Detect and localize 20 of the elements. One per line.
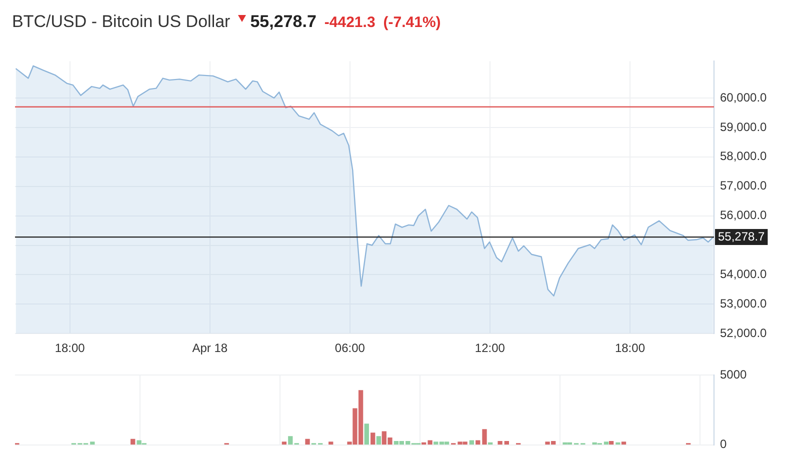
text: -4421.3 [324, 14, 376, 30]
y-tick-label: 52,000.0 [720, 326, 768, 340]
y-tick-label: 53,000.0 [720, 296, 768, 310]
text: (-7.41%) [383, 14, 441, 30]
x-tick-label: 12:00 [474, 341, 506, 356]
x-tick-label: 18:00 [614, 341, 646, 356]
y-tick-label: 60,000.0 [720, 90, 768, 104]
ref-line-label: 55,278.7 [718, 229, 766, 244]
y-tick-label: 57,000.0 [720, 178, 768, 193]
x-tick-label: Apr 18 [192, 341, 228, 356]
chart-title: BTC/USD - Bitcoin US Dollar [12, 12, 230, 32]
x-tick-label: 18:00 [54, 341, 86, 356]
y-tick-label: 0 [720, 437, 727, 452]
x-tick-label: 06:00 [334, 341, 366, 356]
y-tick-label: 56,000.0 [720, 208, 768, 222]
y-tick-label: 54,000.0 [720, 267, 768, 282]
y-tick-label: 5000 [720, 368, 748, 382]
text: 55,278.7 [250, 12, 316, 32]
y-tick-label: 58,000.0 [720, 149, 768, 164]
y-tick-label: 59,000.0 [720, 120, 768, 134]
